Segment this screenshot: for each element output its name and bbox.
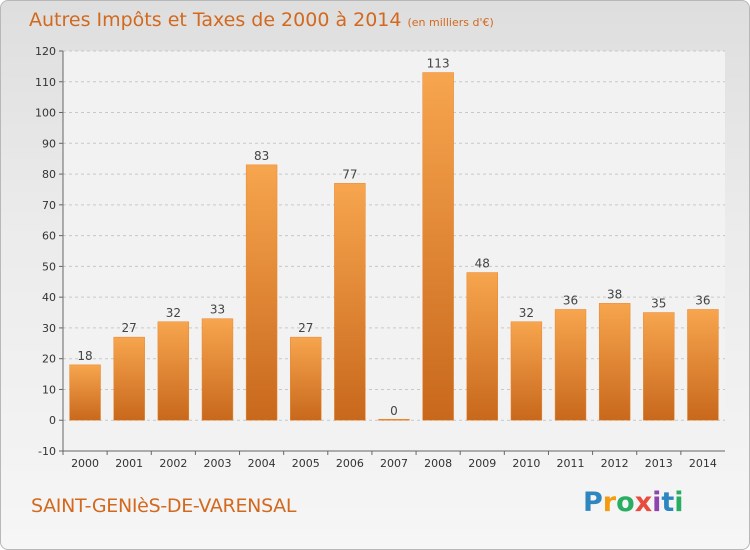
chart-title-text: Autres Impôts et Taxes de 2000 à 2014 xyxy=(29,9,402,31)
bar-value-label: 33 xyxy=(210,303,225,317)
bar-value-label: 48 xyxy=(475,257,490,271)
logo-letter: i xyxy=(674,487,684,518)
bar xyxy=(643,312,675,421)
x-tick-label: 2006 xyxy=(336,457,364,470)
bar xyxy=(113,336,145,421)
bar-value-label: 32 xyxy=(166,306,181,320)
bar xyxy=(422,72,454,421)
bar-value-label: 27 xyxy=(122,321,137,335)
chart-title: Autres Impôts et Taxes de 2000 à 2014 (en… xyxy=(29,9,494,31)
x-tick-label: 2007 xyxy=(380,457,408,470)
x-tick-label: 2009 xyxy=(468,457,496,470)
proxiti-logo: Proxiti xyxy=(583,487,684,518)
x-tick-label: 2002 xyxy=(159,457,187,470)
x-tick-label: 2005 xyxy=(292,457,320,470)
x-tick-label: 2013 xyxy=(645,457,673,470)
y-tick-label: -10 xyxy=(38,445,56,458)
y-tick-label: 120 xyxy=(35,45,56,58)
bar-value-label: 77 xyxy=(342,167,357,181)
x-tick-label: 2010 xyxy=(512,457,540,470)
place-name: SAINT-GENIèS-DE-VARENSAL xyxy=(31,495,297,517)
bar xyxy=(290,336,322,421)
y-tick-label: 110 xyxy=(35,76,56,89)
y-tick-label: 100 xyxy=(35,107,56,120)
y-tick-label: 90 xyxy=(42,137,56,150)
bar xyxy=(245,164,278,421)
bar-value-label: 0 xyxy=(390,404,398,418)
x-tick-label: 2014 xyxy=(689,457,717,470)
chart-unit: (en milliers d'€) xyxy=(407,16,494,29)
bar xyxy=(201,318,234,421)
bar-value-label: 27 xyxy=(298,321,313,335)
bar-value-label: 18 xyxy=(77,349,92,363)
bar-value-label: 32 xyxy=(519,306,534,320)
bar xyxy=(466,272,498,421)
bar xyxy=(554,309,587,421)
bar-value-label: 35 xyxy=(651,297,666,311)
bar-value-label: 38 xyxy=(607,287,622,301)
y-tick-label: 50 xyxy=(42,260,56,273)
logo-letter: r xyxy=(602,487,617,518)
bar xyxy=(69,364,101,421)
x-tick-label: 2004 xyxy=(248,457,276,470)
bar xyxy=(378,418,410,421)
bar-value-label: 113 xyxy=(427,57,450,71)
x-tick-label: 2001 xyxy=(115,457,143,470)
y-tick-label: 80 xyxy=(42,168,56,181)
x-tick-label: 2003 xyxy=(203,457,231,470)
y-tick-label: 20 xyxy=(42,353,56,366)
y-tick-label: 60 xyxy=(42,230,56,243)
logo-letter: P xyxy=(583,487,603,518)
y-tick-label: 30 xyxy=(42,322,56,335)
y-tick-label: 10 xyxy=(42,383,56,396)
bar xyxy=(334,183,366,421)
logo-letter: i xyxy=(652,487,662,518)
logo-letter: t xyxy=(661,487,675,518)
logo-letter: o xyxy=(616,487,635,518)
bar xyxy=(598,303,631,421)
x-tick-label: 2000 xyxy=(71,457,99,470)
bar-value-label: 36 xyxy=(695,293,710,307)
bar xyxy=(157,321,190,421)
bar-value-label: 36 xyxy=(563,293,578,307)
bar xyxy=(510,321,543,421)
y-tick-label: 70 xyxy=(42,199,56,212)
y-tick-label: 40 xyxy=(42,291,56,304)
x-tick-label: 2008 xyxy=(424,457,452,470)
x-tick-label: 2012 xyxy=(601,457,629,470)
bar xyxy=(687,309,719,421)
logo-letter: x xyxy=(634,487,653,518)
x-tick-label: 2011 xyxy=(557,457,585,470)
y-tick-label: 0 xyxy=(49,414,56,427)
bar-value-label: 83 xyxy=(254,149,269,163)
